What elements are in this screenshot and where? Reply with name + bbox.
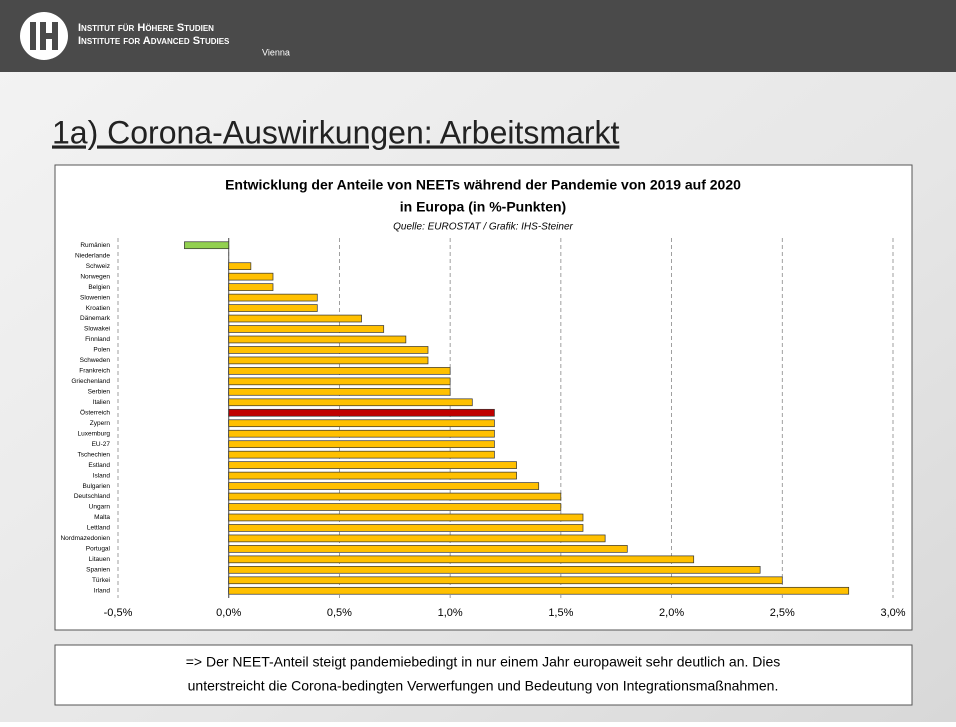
bar — [228, 408, 495, 417]
bar — [228, 576, 783, 585]
bar — [228, 482, 540, 490]
plot: -0,5% 0,0% 0,5% 1,0% 1,5% 2,0% 2,5% 3,0% Rumänie… — [60, 238, 906, 619]
bar — [228, 346, 429, 354]
note-text: unterstreicht die Corona-bedingten Verwe… — [188, 678, 779, 694]
y-tick-label: Schweiz — [86, 263, 110, 270]
bar — [228, 461, 517, 469]
y-tick-label: Italien — [93, 399, 111, 406]
bar — [228, 367, 451, 375]
bar — [184, 241, 230, 250]
bar — [228, 534, 606, 543]
note-text: => Der NEET-Anteil steigt pandemiebeding… — [186, 654, 781, 670]
x-tick-label: -0,5% — [104, 607, 133, 619]
bar — [228, 545, 628, 553]
bar — [228, 566, 761, 574]
y-tick-label: Estland — [88, 462, 110, 469]
y-tick-label: EU-27 — [92, 441, 111, 448]
y-tick-label: Dänemark — [80, 315, 111, 322]
y-tick-label: Litauen — [89, 556, 111, 563]
y-tick-label: Lettland — [87, 525, 111, 532]
x-tick-label: 1,5% — [548, 607, 573, 619]
y-tick-label: Ungarn — [89, 504, 111, 511]
header-line: Institut für Höhere Studien — [78, 22, 214, 34]
y-tick-label: Slowenien — [80, 294, 110, 301]
bar — [228, 398, 473, 407]
bar — [228, 440, 495, 448]
y-tick-label: Luxemburg — [77, 430, 110, 437]
y-tick-label: Island — [93, 472, 111, 479]
y-tick-label: Tschechien — [77, 451, 110, 458]
y-tick-label: Zypern — [90, 420, 111, 427]
y-tick-label: Slowakei — [84, 326, 110, 333]
x-tick-label: 0,5% — [327, 607, 352, 619]
x-tick-label: 2,5% — [770, 607, 795, 619]
bar — [228, 513, 584, 522]
y-tick-label: Finnland — [85, 336, 110, 343]
x-tick-label: 1,0% — [438, 607, 463, 619]
chart-title: in Europa (in %-Punkten) — [400, 199, 566, 215]
y-tick-label: Niederlande — [75, 252, 110, 259]
x-tick-label: 2,0% — [659, 607, 684, 619]
header-line: Institute for Advanced Studies — [78, 35, 230, 47]
bar — [228, 524, 584, 532]
bar — [228, 429, 495, 438]
y-tick-label: Spanien — [86, 567, 110, 574]
y-tick-label: Serbien — [88, 389, 111, 396]
y-tick-label: Schweden — [80, 357, 111, 364]
header-line: Vienna — [262, 47, 290, 57]
bar — [228, 471, 517, 480]
bar — [228, 283, 274, 291]
bar — [228, 262, 252, 270]
bar — [228, 325, 385, 333]
chart-title: Entwicklung der Anteile von NEETs währen… — [225, 177, 741, 193]
bar — [228, 450, 495, 459]
y-tick-label: Österreich — [80, 408, 110, 416]
bar — [228, 388, 451, 396]
bar — [228, 377, 451, 386]
y-tick-label: Portugal — [86, 546, 111, 553]
y-tick-label: Norwegen — [80, 273, 110, 280]
y-tick-label: Belgien — [88, 284, 110, 291]
y-tick-label: Griechenland — [71, 378, 110, 385]
x-tick-label: 0,0% — [216, 607, 241, 619]
y-tick-label: Malta — [94, 514, 110, 521]
y-tick-label: Nordmazedonien — [60, 535, 110, 542]
bar — [228, 555, 695, 564]
bar — [228, 503, 562, 511]
y-tick-label: Türkei — [92, 577, 110, 584]
header-bar — [0, 0, 956, 72]
bar — [228, 314, 362, 323]
y-tick-label: Polen — [93, 347, 110, 354]
note-box — [54, 644, 913, 706]
bar — [228, 419, 495, 428]
y-tick-label: Frankreich — [79, 368, 110, 375]
y-tick-label: Kroatien — [86, 305, 111, 312]
y-tick-label: Irland — [94, 587, 111, 594]
bar — [228, 356, 429, 365]
bar — [228, 293, 318, 302]
x-tick-label: 3,0% — [880, 607, 905, 619]
bar — [228, 304, 318, 312]
bar — [228, 492, 562, 501]
y-tick-label: Deutschland — [74, 493, 111, 500]
chart-subtitle: Quelle: EUROSTAT / Grafik: IHS-Steiner — [393, 222, 573, 233]
logo — [20, 12, 68, 60]
slide-title: 1a) Corona-Auswirkungen: Arbeitsmarkt — [52, 114, 619, 150]
bar — [228, 335, 407, 344]
y-tick-label: Rumänien — [80, 242, 110, 249]
y-tick-label: Bulgarien — [83, 483, 111, 490]
bar — [228, 272, 274, 281]
bar — [228, 586, 850, 595]
